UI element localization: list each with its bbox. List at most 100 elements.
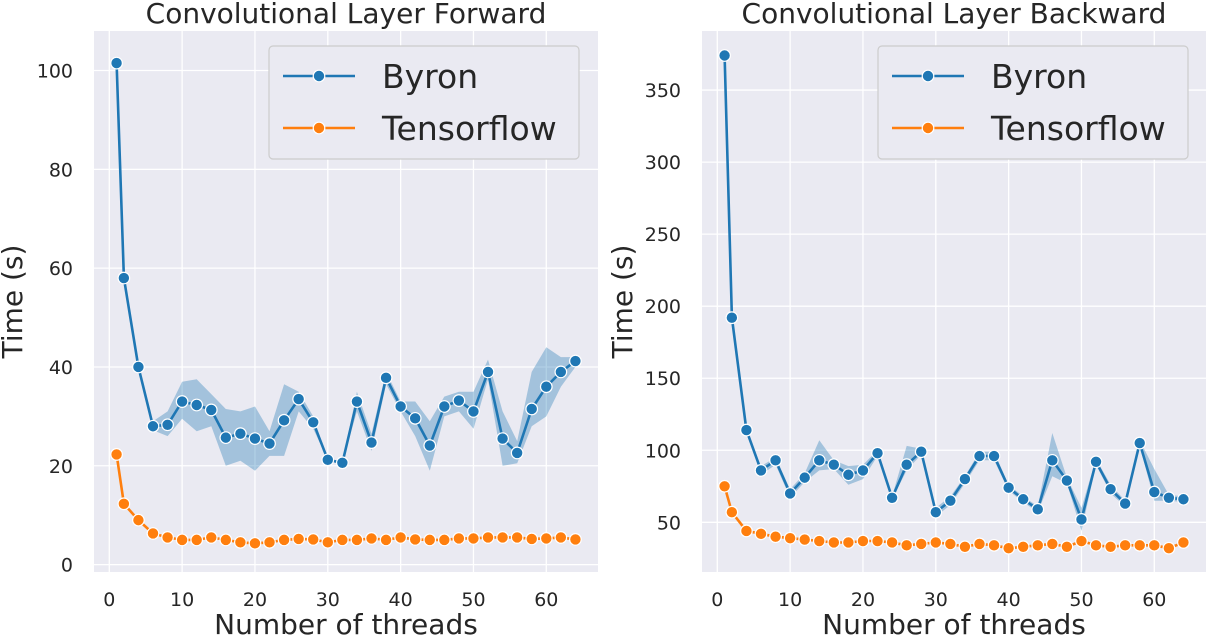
tensorflow-point — [987, 538, 1001, 552]
y-tick-label: 300 — [645, 152, 681, 174]
legend-tensorflow-label: Tensorflow — [990, 109, 1166, 148]
byron-point — [812, 453, 826, 467]
byron-point — [569, 354, 582, 368]
byron-point — [914, 445, 928, 459]
byron-point — [929, 505, 943, 519]
tensorflow-point — [233, 535, 247, 549]
tensorflow-point — [321, 535, 335, 549]
tensorflow-point — [496, 531, 509, 544]
tensorflow-point — [783, 531, 797, 545]
x-tick-label: 50 — [1069, 589, 1093, 611]
tensorflow-point — [350, 533, 364, 547]
legend-tensorflow-marker — [921, 121, 935, 135]
tensorflow-point — [1147, 538, 1161, 552]
byron-point — [1031, 502, 1045, 516]
byron-point — [321, 453, 335, 467]
tensorflow-point — [1118, 538, 1132, 552]
y-tick-label: 20 — [49, 456, 73, 478]
byron-point — [481, 365, 495, 379]
byron-point — [827, 458, 841, 472]
tensorflow-point — [1104, 540, 1117, 554]
tensorflow-point — [943, 537, 957, 551]
tensorflow-point — [146, 527, 160, 540]
tensorflow-point — [1177, 536, 1190, 549]
tensorflow-point — [929, 536, 943, 549]
tensorflow-point — [900, 538, 914, 552]
tensorflow-point — [204, 531, 218, 544]
tensorflow-point — [973, 537, 986, 551]
byron-point — [437, 400, 451, 413]
y-axis-label: Time (s) — [0, 245, 29, 360]
tensorflow-point — [117, 497, 131, 511]
byron-point — [1133, 436, 1147, 450]
byron-point — [1060, 474, 1074, 487]
y-tick-label: 200 — [645, 296, 681, 318]
x-tick-label: 10 — [778, 589, 802, 611]
legend: Byron Tensorflow — [877, 45, 1189, 160]
tensorflow-point — [569, 532, 582, 546]
byron-point — [798, 471, 812, 485]
byron-point — [1089, 455, 1103, 469]
byron-point — [1016, 492, 1030, 506]
byron-point — [856, 464, 870, 477]
legend-tensorflow-label: Tensorflow — [381, 109, 557, 148]
tensorflow-point — [827, 536, 841, 549]
byron-point — [943, 494, 957, 508]
tensorflow-point — [1031, 538, 1045, 552]
tensorflow-point — [1045, 537, 1059, 551]
tensorflow-point — [510, 531, 524, 544]
byron-point — [900, 458, 914, 472]
y-axis-label: Time (s) — [606, 245, 639, 360]
y-tick-label: 0 — [61, 555, 73, 577]
x-tick-label: 10 — [170, 589, 194, 611]
byron-point — [1075, 513, 1088, 526]
legend-tensorflow-marker — [312, 121, 326, 135]
tensorflow-point — [394, 531, 408, 544]
legend-byron-marker — [312, 69, 326, 83]
tensorflow-point — [481, 531, 495, 544]
tensorflow-point — [379, 533, 393, 547]
legend-byron-label: Byron — [382, 57, 478, 96]
tensorflow-point — [769, 530, 782, 544]
x-axis-label: Number of threads — [214, 608, 478, 641]
byron-point — [110, 56, 123, 70]
tensorflow-point — [452, 532, 466, 545]
tensorflow-point — [335, 533, 349, 547]
tensorflow-point — [175, 533, 189, 547]
byron-point — [973, 449, 986, 463]
byron-point — [885, 491, 899, 505]
tensorflow-point — [132, 513, 145, 527]
byron-point — [394, 400, 408, 413]
byron-point — [467, 405, 480, 418]
tensorflow-point — [798, 533, 812, 546]
y-tick-label: 350 — [645, 80, 681, 102]
x-axis-label: Number of threads — [822, 608, 1086, 641]
byron-point — [452, 394, 466, 407]
byron-point — [987, 449, 1001, 463]
byron-point — [335, 456, 349, 470]
legend-box — [877, 45, 1189, 160]
byron-point — [408, 411, 422, 425]
byron-point — [277, 413, 291, 427]
byron-point — [423, 439, 437, 452]
tensorflow-point — [248, 536, 262, 550]
legend-box — [268, 45, 580, 160]
x-tick-label: 20 — [243, 589, 267, 611]
byron-point — [132, 360, 145, 374]
tensorflow-point — [725, 505, 739, 519]
y-tick-label: 250 — [645, 224, 681, 246]
byron-point — [161, 418, 174, 432]
y-tick-label: 40 — [49, 357, 73, 379]
byron-point — [769, 453, 782, 467]
tensorflow-point — [306, 532, 320, 546]
byron-point — [510, 446, 524, 460]
tensorflow-point — [539, 532, 553, 545]
byron-point — [365, 436, 378, 449]
tensorflow-point — [190, 533, 204, 547]
y-tick-label: 150 — [645, 368, 681, 390]
chart-panel-2: 0 10 20 30 40 50 60 50 100 150 200 250 300 350 Convolu… — [606, 0, 1206, 641]
tensorflow-point — [718, 479, 731, 493]
byron-point — [379, 371, 393, 385]
x-tick-label: 60 — [534, 589, 558, 611]
